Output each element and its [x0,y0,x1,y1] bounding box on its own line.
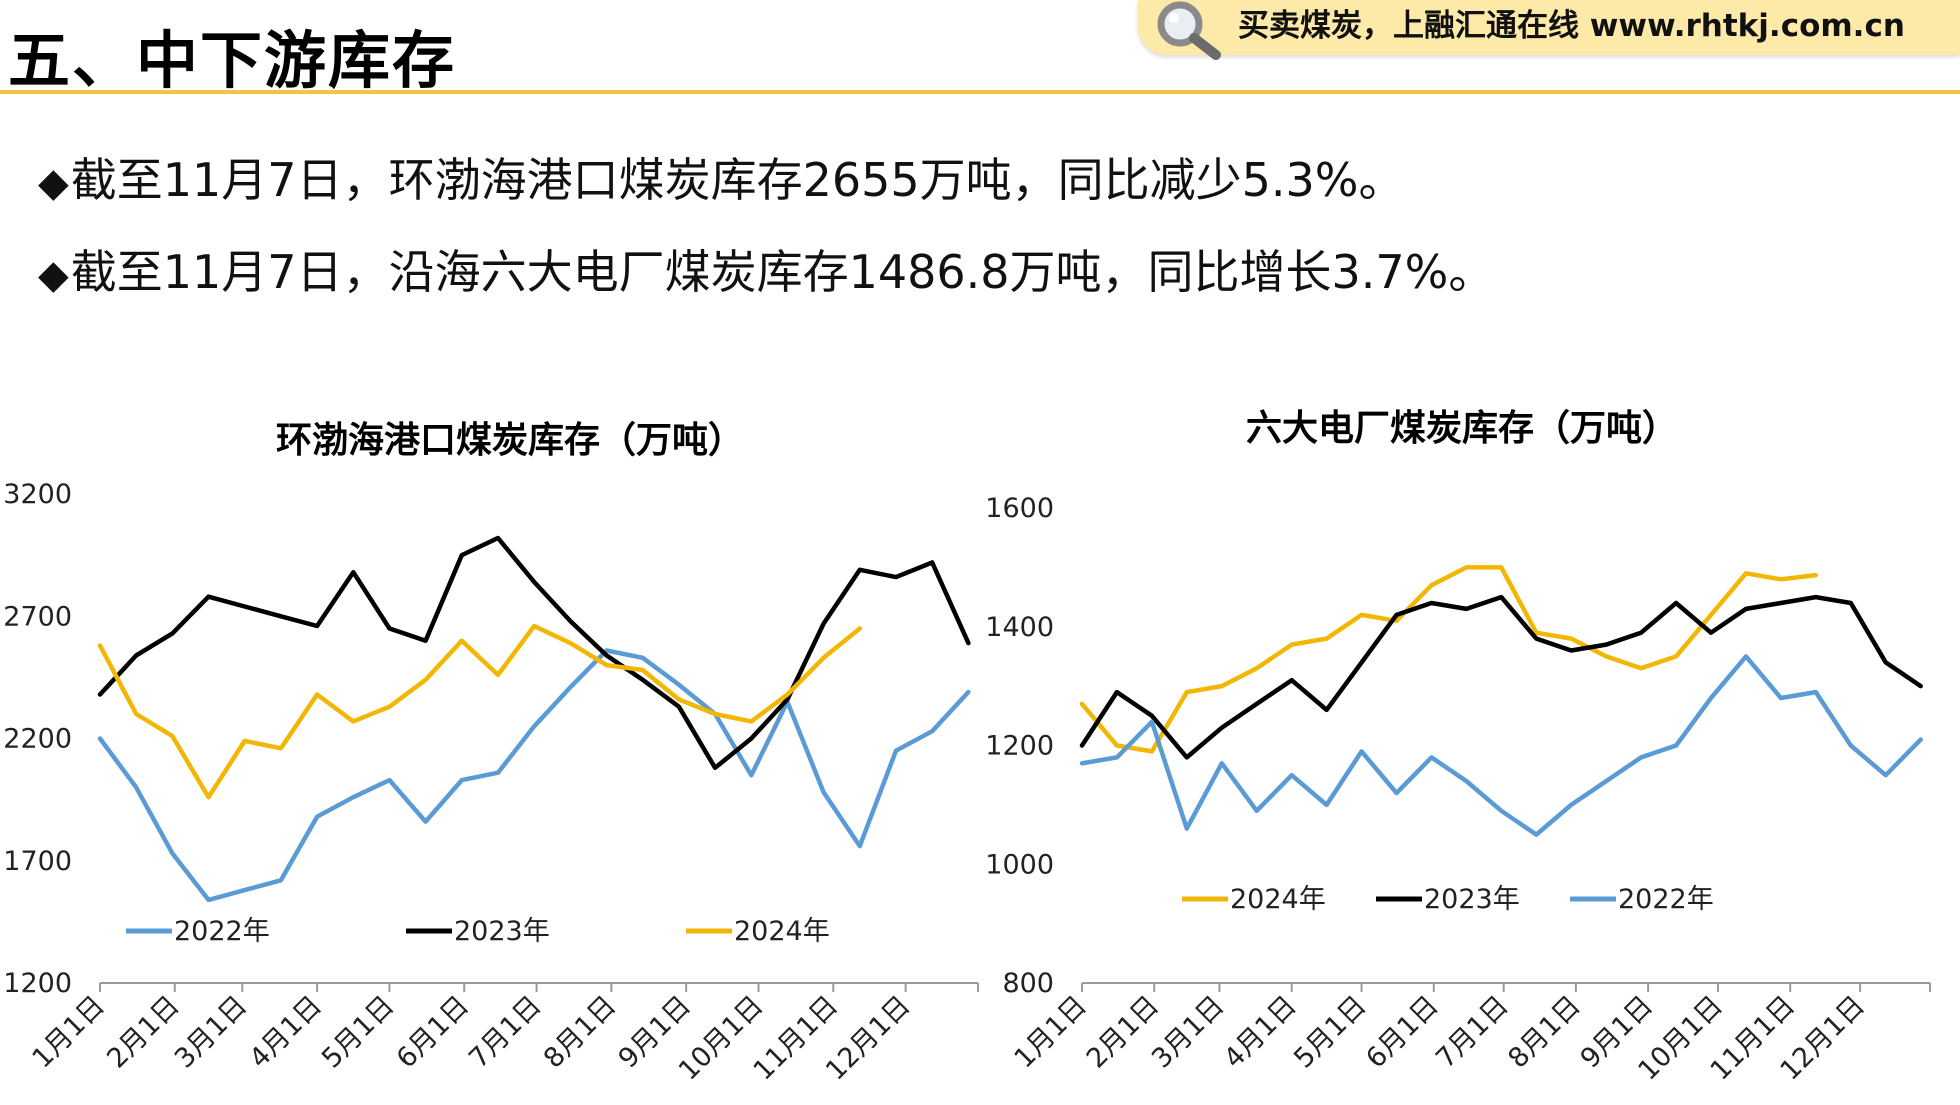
x-tick-label: 2月1日 [1081,990,1165,1074]
y-tick-label: 1600 [985,493,1054,524]
legend-label: 2022年 [1618,884,1714,915]
x-tick-label: 6月1日 [1360,990,1444,1074]
y-tick-label: 2200 [3,724,72,755]
series-line-2024 [97,623,863,800]
y-tick-label: 1000 [985,849,1054,880]
chart-title: 环渤海港口煤炭库存（万吨） [276,420,744,461]
legend-label: 2023年 [454,916,550,947]
diamond-bullet-icon: ◆ [38,252,69,298]
legend-label: 2022年 [174,916,270,947]
series-line-2023 [1079,594,1923,760]
x-tick-label: 1月1日 [1009,990,1093,1074]
y-tick-label: 1700 [3,846,72,877]
bullet-text: 截至11月7日，环渤海港口煤炭库存2655万吨，同比减少5.3%。 [70,153,1405,207]
legend-label: 2024年 [1230,884,1326,915]
y-tick-label: 1400 [985,612,1054,643]
y-tick-label: 1200 [985,731,1054,762]
promo-banner[interactable] [1138,0,1960,55]
header-divider [0,90,1960,94]
y-tick-label: 3200 [3,479,72,510]
legend-label: 2023年 [1424,884,1520,915]
bullet-text: 截至11月7日，沿海六大电厂煤炭库存1486.8万吨，同比增长3.7%。 [70,245,1495,299]
y-tick-label: 2700 [3,601,72,632]
x-tick-label: 8月1日 [1502,990,1586,1074]
bullet-item-port-stock: ◆截至11月7日，环渤海港口煤炭库存2655万吨，同比减少5.3%。 [38,144,1405,210]
y-tick-label: 800 [1002,968,1054,999]
x-tick-label: 3月1日 [1146,990,1230,1074]
x-tick-label: 4月1日 [1218,990,1302,1074]
y-tick-label: 1200 [3,968,72,999]
x-tick-label: 5月1日 [1288,990,1372,1074]
x-tick-label: 7月1日 [1430,990,1514,1074]
series-line-2024 [1079,565,1819,754]
chart-title: 六大电厂煤炭库存（万吨） [1246,408,1678,449]
diamond-bullet-icon: ◆ [38,160,69,206]
page-title: 五、中下游库存 [8,24,457,97]
series-line-2023 [97,535,971,771]
search-icon [1157,1,1221,60]
banner-text[interactable]: 买卖煤炭，上融汇通在线 www.rhtkj.com.cn [1238,8,1905,44]
series-line-2022 [1079,654,1923,837]
bullet-item-power-plant-stock: ◆截至11月7日，沿海六大电厂煤炭库存1486.8万吨，同比增长3.7%。 [38,236,1494,302]
series-line-2022 [97,648,971,903]
legend-label: 2024年 [734,916,830,947]
